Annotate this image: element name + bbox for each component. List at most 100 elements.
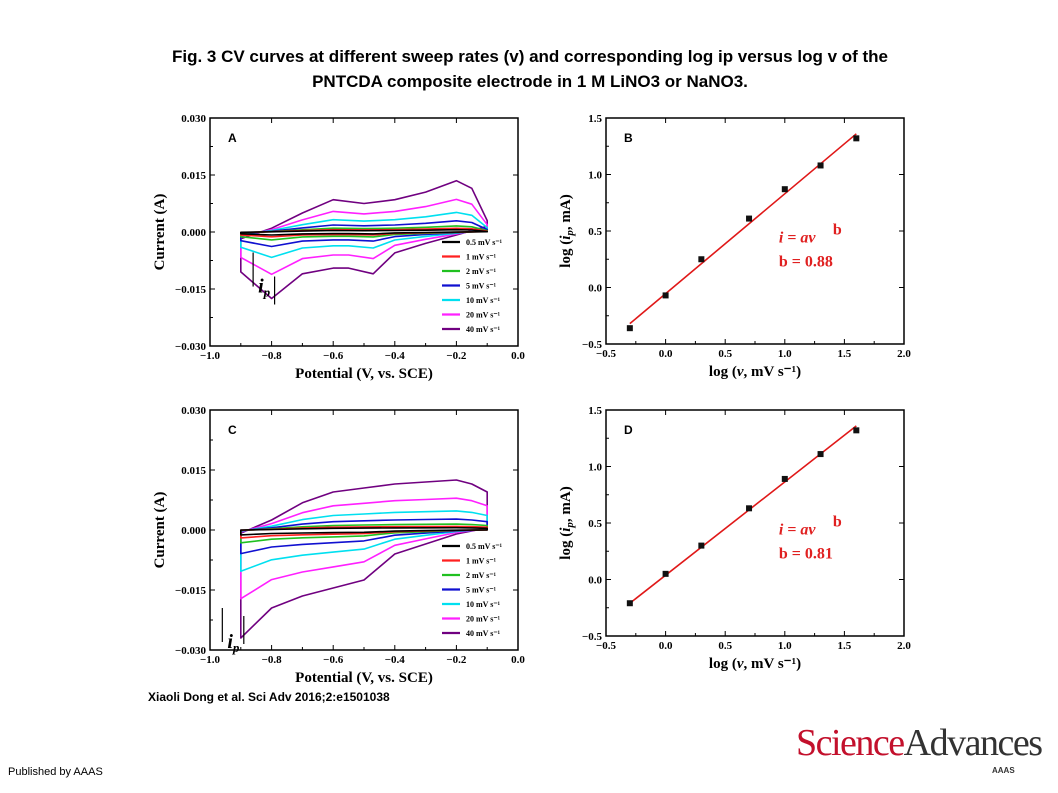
x-tick-label: −0.4 <box>385 350 406 362</box>
legend-label: 1 mV s⁻¹ <box>466 557 497 566</box>
ip-annotation: ip <box>227 631 240 655</box>
y-axis-label: log (ip, mA) <box>558 194 576 267</box>
data-point <box>817 451 824 458</box>
y-axis-label: Current (A) <box>152 194 168 271</box>
aaas-logo: AAAS <box>992 766 1015 775</box>
cv-loop-0_5 <box>240 228 488 236</box>
y-tick-label: 0.030 <box>181 405 206 417</box>
title-line-1: Fig. 3 CV curves at different sweep rate… <box>171 47 889 66</box>
legend-label: 40 mV s⁻¹ <box>466 325 501 334</box>
legend-label: 2 mV s⁻¹ <box>466 267 497 276</box>
x-tick-label: −0.2 <box>446 350 467 362</box>
data-point <box>817 162 824 169</box>
legend: 0.5 mV s⁻¹ 1 mV s⁻¹ 2 mV s⁻¹ 5 mV s⁻¹ 10 mV … <box>442 238 503 334</box>
x-tick-label: −1.0 <box>200 350 221 362</box>
legend-label: 10 mV s⁻¹ <box>466 600 501 609</box>
x-tick-label: 1.5 <box>838 348 852 360</box>
x-tick-label: 0.0 <box>511 654 525 666</box>
x-tick-label: 2.0 <box>897 640 911 652</box>
x-axis-label: Potential (V, vs. SCE) <box>295 366 433 382</box>
data-point <box>746 215 753 222</box>
chart-panel-d: −0.5 0.0 0.5 1.0 1.5 2.0 1.5 1.0 0.5 0.0 −0.5 log (… <box>558 405 911 672</box>
data-point <box>662 570 669 577</box>
data-point <box>781 186 788 193</box>
ip-annotation: ip <box>258 276 271 300</box>
y-tick-label: 0.015 <box>181 465 206 477</box>
equation: i = av <box>779 229 817 246</box>
x-tick-label: −0.8 <box>262 654 283 666</box>
x-tick-label: 0.5 <box>718 640 732 652</box>
y-tick-label: −0.015 <box>175 585 207 597</box>
x-tick-label: −0.6 <box>323 654 344 666</box>
y-tick-label: 0.030 <box>181 113 206 125</box>
logo-word-advances: Advances <box>903 722 1043 764</box>
x-tick-label: 1.0 <box>778 640 792 652</box>
data-point <box>626 325 633 332</box>
x-axis-label: log (v, mV s⁻¹) <box>709 656 801 672</box>
legend-label: 5 mV s⁻¹ <box>466 586 497 595</box>
y-tick-label: 0.5 <box>588 518 602 530</box>
panel-letter: B <box>624 131 633 145</box>
x-axis-label: Potential (V, vs. SCE) <box>295 670 433 686</box>
y-tick-label: 0.0 <box>588 575 602 587</box>
legend-label: 20 mV s⁻¹ <box>466 615 501 624</box>
equation: i = av <box>779 521 817 538</box>
y-tick-label: −0.030 <box>175 341 207 353</box>
x-tick-label: −0.6 <box>323 350 344 362</box>
legend-label: 20 mV s⁻¹ <box>466 311 501 320</box>
cv-loop-0_5 <box>240 526 488 536</box>
panel-letter: A <box>228 131 237 145</box>
y-tick-label: 1.5 <box>588 405 602 417</box>
chart-panel-b: −0.5 0.0 0.5 1.0 1.5 2.0 1.5 1.0 0.5 0.0 −0.5 log (… <box>558 113 911 380</box>
equation-exponent: b <box>833 221 842 238</box>
y-tick-label: 0.5 <box>588 226 602 238</box>
x-tick-label: 1.5 <box>838 640 852 652</box>
figure-title: Fig. 3 CV curves at different sweep rate… <box>40 44 1020 94</box>
y-tick-label: 0.0 <box>588 283 602 295</box>
y-tick-label: −0.015 <box>175 284 207 296</box>
data-point <box>662 292 669 299</box>
x-tick-label: −0.8 <box>262 350 283 362</box>
b-value: b = 0.88 <box>779 253 833 270</box>
title-line-2: PNTCDA composite electrode in 1 M LiNO3 … <box>312 72 748 91</box>
legend-label: 0.5 mV s⁻¹ <box>466 238 503 247</box>
legend-label: 0.5 mV s⁻¹ <box>466 542 503 551</box>
citation: Xiaoli Dong et al. Sci Adv 2016;2:e15010… <box>148 690 390 704</box>
chart-panel-a: −1.0 −0.8 −0.6 −0.4 −0.2 0.0 0.030 0.015 0.000 −0… <box>152 113 525 382</box>
data-point <box>853 427 860 434</box>
x-tick-label: −0.2 <box>446 654 467 666</box>
x-tick-label: 0.0 <box>511 350 525 362</box>
logo-word-science: Science <box>796 722 905 764</box>
y-tick-label: 1.0 <box>588 170 602 182</box>
y-axis-label: log (ip, mA) <box>558 486 576 559</box>
legend-label: 40 mV s⁻¹ <box>466 629 501 638</box>
data-point <box>853 135 860 142</box>
x-tick-label: 0.0 <box>659 348 673 360</box>
y-tick-label: −0.5 <box>582 631 603 643</box>
plot-frame <box>605 117 905 345</box>
publisher-note: Published by AAAS <box>8 766 103 778</box>
x-tick-label: 0.5 <box>718 348 732 360</box>
b-value: b = 0.81 <box>779 545 833 562</box>
x-tick-label: 0.0 <box>659 640 673 652</box>
x-tick-label: −0.4 <box>385 654 406 666</box>
data-point <box>781 475 788 482</box>
y-tick-label: 0.015 <box>181 170 206 182</box>
y-tick-label: 1.5 <box>588 113 602 125</box>
x-tick-label: 1.0 <box>778 348 792 360</box>
legend-label: 2 mV s⁻¹ <box>466 571 497 580</box>
x-tick-label: 2.0 <box>897 348 911 360</box>
panel-letter: C <box>228 423 237 437</box>
legend: 0.5 mV s⁻¹ 1 mV s⁻¹ 2 mV s⁻¹ 5 mV s⁻¹ 10 mV … <box>442 542 503 638</box>
x-tick-label: −0.5 <box>596 640 617 652</box>
y-axis-label: Current (A) <box>152 492 168 569</box>
legend-label: 1 mV s⁻¹ <box>466 253 497 262</box>
plot-frame <box>605 409 905 637</box>
y-tick-label: 1.0 <box>588 462 602 474</box>
legend-label: 10 mV s⁻¹ <box>466 296 501 305</box>
data-point <box>626 600 633 607</box>
chart-panel-c: −1.0 −0.8 −0.6 −0.4 −0.2 0.0 0.030 0.015 0.000 −0… <box>152 405 525 686</box>
science-advances-logo: ScienceAdvances <box>796 722 1043 764</box>
x-tick-label: −1.0 <box>200 654 221 666</box>
